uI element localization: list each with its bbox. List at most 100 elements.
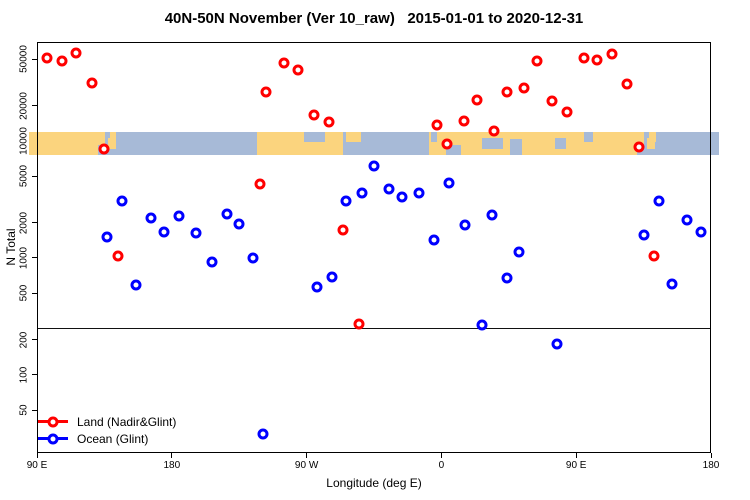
ocean-data-point	[459, 219, 471, 231]
land-marker-icon	[38, 416, 68, 427]
x-axis-tick-label: 0	[438, 460, 445, 471]
water-patch	[430, 131, 437, 143]
land-data-point	[431, 119, 443, 131]
water-patch	[555, 138, 566, 150]
land-segment	[648, 131, 656, 143]
x-axis-tick	[440, 453, 442, 458]
land-segment	[647, 138, 655, 150]
y-axis-tick	[32, 222, 37, 224]
ocean-data-point	[695, 226, 706, 238]
ocean-data-point	[340, 195, 352, 207]
ocean-data-point	[396, 191, 408, 203]
chart-title: 40N-50N November (Ver 10_raw) 2015-01-01…	[164, 10, 584, 27]
ocean-data-point	[233, 218, 245, 230]
ocean-data-point	[173, 210, 185, 222]
land-data-point	[323, 116, 335, 128]
land-data-point	[353, 318, 365, 330]
y-axis-tick-label: 20000	[18, 91, 30, 120]
plot-area: Land (Nadir&Glint) Ocean (Glint)	[29, 42, 719, 453]
legend-item-ocean: Ocean (Glint)	[38, 430, 176, 447]
ocean-data-point	[190, 227, 202, 239]
y-axis-title: N Total	[4, 228, 18, 266]
plot-frame	[37, 42, 711, 453]
land-data-point	[41, 52, 53, 64]
land-data-point	[501, 86, 513, 98]
legend-item-land: Land (Nadir&Glint)	[38, 413, 176, 430]
land-data-point	[112, 250, 124, 262]
x-axis-tick	[575, 453, 577, 458]
land-data-point	[458, 115, 470, 127]
land-data-point	[70, 47, 82, 59]
x-axis-tick-label: 180	[163, 460, 181, 471]
y-axis-tick-label: 200	[18, 331, 30, 348]
x-axis-tick	[306, 453, 308, 458]
y-axis-tick	[32, 374, 37, 376]
land-data-point	[308, 109, 320, 121]
land-data-point	[561, 106, 573, 118]
ocean-data-point	[513, 246, 525, 258]
land-data-point	[337, 224, 349, 236]
land-data-point	[648, 250, 660, 262]
ocean-data-point	[413, 187, 425, 199]
ocean-data-point	[501, 272, 513, 284]
land-data-point	[621, 78, 633, 90]
land-segment	[29, 131, 106, 156]
land-data-point	[606, 48, 618, 60]
water-patch	[481, 138, 503, 150]
legend-label-land: Land (Nadir&Glint)	[77, 414, 177, 429]
x-axis-title: Longitude (deg E)	[326, 476, 422, 490]
ocean-data-point	[653, 195, 665, 207]
land-data-point	[278, 57, 290, 69]
y-axis-tick	[32, 292, 37, 294]
y-axis-tick	[32, 58, 37, 60]
ocean-data-point	[257, 428, 269, 440]
land-data-point	[292, 64, 304, 76]
x-axis-tick	[36, 453, 38, 458]
water-patch	[445, 144, 461, 156]
y-axis-tick	[32, 339, 37, 341]
y-axis-tick	[32, 409, 37, 411]
ocean-data-point	[681, 214, 693, 226]
land-data-point	[531, 55, 543, 67]
x-axis-tick-label: 90 E	[26, 460, 48, 471]
land-data-point	[86, 77, 98, 89]
legend-label-ocean: Ocean (Glint)	[77, 431, 149, 446]
land-segment	[346, 131, 361, 143]
land-segment	[108, 138, 116, 150]
ocean-data-point	[206, 256, 218, 268]
x-axis-tick-label: 180	[702, 460, 720, 471]
land-data-point	[471, 94, 483, 106]
legend: Land (Nadir&Glint) Ocean (Glint)	[38, 413, 176, 447]
y-axis-tick-label: 5000	[18, 164, 30, 188]
water-patch	[510, 138, 523, 156]
ocean-data-point	[130, 279, 142, 291]
water-patch	[303, 131, 325, 143]
land-data-point	[633, 141, 645, 153]
y-axis-tick-label: 2000	[18, 211, 30, 234]
land-data-point	[98, 143, 110, 155]
ocean-data-point	[145, 212, 157, 224]
ocean-data-point	[158, 226, 170, 238]
y-axis-tick	[32, 175, 37, 177]
land-segment	[109, 131, 117, 143]
y-axis-tick-label: 1000	[18, 246, 30, 269]
x-axis-tick	[171, 453, 173, 458]
y-axis-tick-label: 10000	[18, 126, 30, 155]
land-data-point	[254, 178, 266, 190]
land-data-point	[546, 95, 558, 107]
ocean-marker-icon	[38, 433, 68, 444]
y-axis-tick-label: 500	[18, 284, 30, 302]
x-axis-tick-label: 90 W	[294, 460, 319, 471]
ocean-data-point	[356, 187, 368, 199]
ocean-data-point	[476, 319, 488, 331]
land-data-point	[518, 82, 530, 94]
ocean-data-point	[443, 177, 455, 189]
land-data-point	[591, 54, 603, 66]
x-axis-tick	[710, 453, 712, 458]
y-axis-tick-label: 50000	[18, 45, 30, 73]
y-axis-tick-label: 100	[18, 366, 30, 384]
ocean-data-point	[116, 195, 128, 207]
ocean-data-point	[428, 234, 440, 246]
land-data-point	[56, 55, 68, 67]
